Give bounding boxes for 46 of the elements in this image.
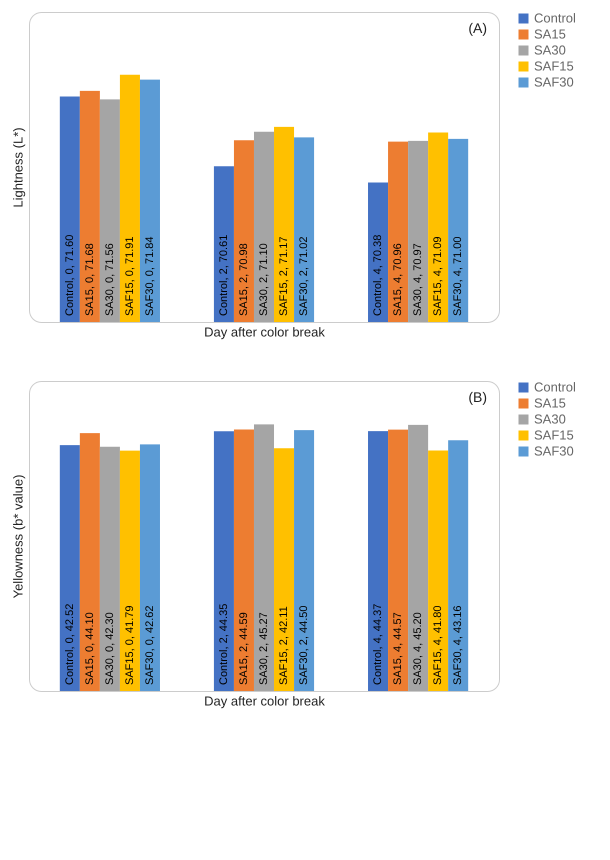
data-label: SAF15, 2, 42.11 [278,606,290,685]
legend-label: SAF15 [534,428,574,442]
data-label: SAF15, 0, 41.79 [124,606,136,685]
data-label: SA30, 2, 71.10 [258,243,270,316]
data-label: Control, 4, 44.37 [372,604,384,685]
x-axis-title: Day after color break [204,324,326,340]
text: (B) [468,389,487,405]
legend-label: SAF30 [534,74,574,90]
data-label: SAF15, 4, 41.80 [432,606,444,685]
data-label: SA30, 2, 45.27 [258,612,270,685]
data-label: SA30, 4, 45.20 [412,612,424,685]
data-label: SAF30, 2, 71.02 [298,236,310,316]
data-label: SA15, 4, 44.57 [392,612,404,685]
y-axis-title: Lightness (L*) [10,127,26,208]
data-label: Control, 4, 70.38 [372,234,384,316]
legend-label: SA15 [534,26,566,42]
data-label: SAF30, 0, 71.84 [144,236,156,316]
data-label: SAF15, 4, 71.09 [432,236,444,316]
data-label: SA15, 2, 70.98 [238,243,250,316]
legend-label: SAF15 [534,58,574,74]
legend-label: SA30 [534,412,566,426]
data-label: SA30, 4, 70.97 [412,243,424,316]
text: (A) [468,20,487,36]
data-label: SAF30, 4, 71.00 [452,236,464,316]
data-label: Control, 0, 71.60 [64,234,76,316]
y-axis-title: Yellowness (b* value) [10,474,26,598]
data-label: SA15, 0, 44.10 [84,612,96,685]
data-label: SAF30, 0, 42.62 [144,606,156,685]
data-label: SAF15, 2, 71.17 [278,236,290,316]
data-label: SA30, 0, 42.30 [104,612,116,685]
data-label: Control, 0, 42.52 [64,604,76,685]
legend-label: SAF30 [534,444,574,458]
data-label: Control, 2, 44.35 [218,604,230,685]
data-label: SAF30, 2, 44.50 [298,606,310,685]
data-label: SA30, 0, 71.56 [104,243,116,316]
legend-label: Control [534,10,576,26]
data-label: SA15, 0, 71.68 [84,243,96,316]
data-label: SAF15, 0, 71.91 [124,236,136,316]
legend-label: SA30 [534,42,566,58]
data-label: SAF30, 4, 43.16 [452,606,464,685]
x-axis-title: Day after color break [204,694,326,708]
legend-label: Control [534,380,576,394]
data-label: Control, 2, 70.61 [218,234,230,316]
legend-label: SA15 [534,396,566,410]
data-label: SA15, 2, 44.59 [238,612,250,685]
data-label: SA15, 4, 70.96 [392,243,404,316]
